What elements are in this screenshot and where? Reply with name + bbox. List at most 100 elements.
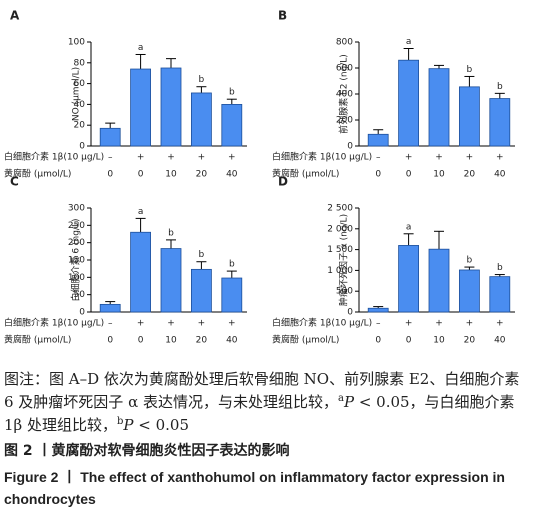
x-tick-label: 40 (494, 336, 506, 346)
significance-label: a (138, 43, 144, 53)
x-axis-title: 黄腐酚 (μmol/L) (272, 334, 339, 346)
treatment-value: – (376, 319, 381, 329)
bar (398, 59, 420, 147)
x-tick-label: 10 (165, 170, 177, 180)
x-tick-label: 20 (464, 336, 476, 346)
bar (489, 276, 511, 313)
y-tick-label: 200 (336, 116, 353, 126)
treatment-value: + (137, 319, 145, 329)
y-tick-label: 800 (336, 38, 353, 48)
y-tick-label: 250 (68, 221, 85, 231)
x-tick-label: 40 (226, 336, 238, 346)
treatment-value: + (466, 153, 474, 163)
bar (367, 133, 389, 147)
significance-label: b (199, 250, 205, 260)
treatment-value: + (167, 319, 175, 329)
y-tick-label: 200 (68, 238, 85, 248)
y-tick-label: 60 (74, 79, 86, 89)
y-tick-label: 40 (74, 100, 86, 110)
y-tick-label: 0 (79, 308, 85, 318)
x-tick-label: 0 (138, 336, 144, 346)
note-text: < 0.05，与白细胞介素 1β 处理组比较， (4, 393, 515, 434)
bar (221, 277, 243, 313)
bar (458, 86, 480, 147)
bar (190, 268, 212, 313)
x-tick-label: 0 (375, 170, 381, 180)
y-tick-label: 0 (347, 308, 353, 318)
x-tick-label: 40 (226, 170, 238, 180)
treatment-value: + (466, 319, 474, 329)
x-axis-title: 黄腐酚 (μmol/L) (4, 168, 71, 180)
bar (99, 127, 121, 147)
treatment-value: – (108, 319, 113, 329)
y-tick-label: 1 000 (327, 266, 353, 276)
significance-label: b (467, 256, 473, 266)
x-tick-label: 0 (138, 170, 144, 180)
significance-label: a (406, 222, 412, 232)
treatment-value: + (405, 153, 413, 163)
treatment-value: + (137, 153, 145, 163)
y-tick-label: 2 500 (327, 204, 353, 214)
x-tick-label: 40 (494, 170, 506, 180)
y-tick-label: 20 (74, 121, 86, 131)
x-tick-label: 10 (433, 170, 445, 180)
treatment-value: + (496, 153, 504, 163)
treatment-value: + (228, 153, 236, 163)
treatment-value: + (496, 319, 504, 329)
x-axis-title: 黄腐酚 (μmol/L) (4, 334, 71, 346)
y-tick-label: 150 (68, 256, 85, 266)
significance-label: b (497, 82, 503, 92)
y-tick-label: 0 (79, 142, 85, 152)
bar (99, 303, 121, 313)
bar (130, 231, 152, 313)
bar (398, 245, 420, 313)
note-p: P (123, 416, 134, 434)
y-tick-label: 80 (74, 58, 86, 68)
treatment-label: 白细胞介素 1β(10 μg/L) (4, 317, 104, 329)
x-tick-label: 10 (165, 336, 177, 346)
treatment-label: 白细胞介素 1β(10 μg/L) (272, 151, 372, 163)
treatment-label: 白细胞介素 1β(10 μg/L) (4, 151, 104, 163)
bar (489, 98, 511, 147)
y-axis-title: 肿瘤坏死因子 α (ng/L) (338, 214, 350, 306)
x-tick-label: 0 (406, 170, 412, 180)
treatment-value: + (405, 319, 413, 329)
note-sup: b (116, 416, 124, 427)
treatment-value: + (435, 319, 443, 329)
panel-label: D (278, 175, 288, 189)
significance-label: b (229, 88, 235, 98)
treatment-label: 白细胞介素 1β(10 μg/L) (272, 317, 372, 329)
y-tick-label: 1 500 (327, 245, 353, 255)
x-tick-label: 20 (464, 170, 476, 180)
y-tick-label: 100 (68, 38, 85, 48)
x-tick-label: 10 (433, 336, 445, 346)
x-axis-title: 黄腐酚 (μmol/L) (272, 168, 339, 180)
significance-label: b (497, 263, 503, 273)
significance-label: b (229, 260, 235, 270)
y-tick-label: 50 (74, 290, 86, 300)
significance-label: b (199, 75, 205, 85)
significance-label: a (406, 37, 412, 47)
treatment-value: – (376, 153, 381, 163)
treatment-value: + (435, 153, 443, 163)
bar (190, 92, 212, 147)
note-p: P (343, 393, 355, 411)
note-sup: a (337, 393, 344, 404)
x-tick-label: 0 (375, 336, 381, 346)
y-tick-label: 600 (336, 64, 353, 74)
significance-label: a (138, 207, 144, 217)
x-tick-label: 0 (406, 336, 412, 346)
x-tick-label: 20 (196, 336, 208, 346)
figure-note: 图注：图 A–D 依次为黄腐酚处理后软骨细胞 NO、前列腺素 E2、白细胞介素 … (4, 368, 530, 437)
x-tick-label: 20 (196, 170, 208, 180)
significance-label: b (467, 65, 473, 75)
treatment-value: + (198, 153, 206, 163)
y-tick-label: 2 000 (327, 224, 353, 234)
y-axis-title: 白细胞介素 6 (ng/L) (70, 219, 82, 302)
bar (428, 68, 450, 147)
bar (367, 307, 389, 313)
y-tick-label: 100 (68, 273, 85, 283)
bar (221, 104, 243, 147)
